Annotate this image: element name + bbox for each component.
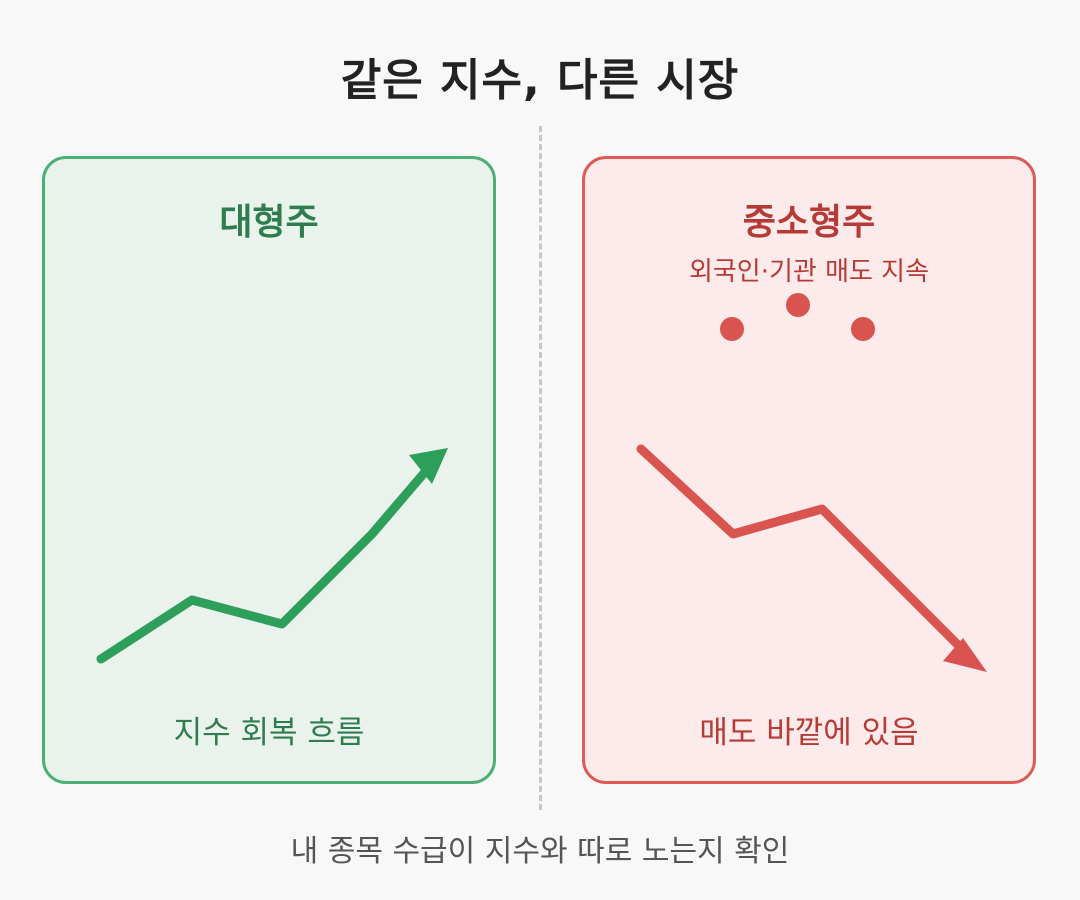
small-mid-cap-subtitle: 외국인·기관 매도 지속: [688, 257, 930, 287]
page-title: 같은 지수, 다른 시장: [340, 55, 740, 106]
small-mid-cap-title: 중소형주: [742, 202, 876, 243]
large-cap-panel: 대형주 지수 회복 흐름: [42, 156, 496, 784]
large-cap-title: 대형주: [219, 202, 319, 243]
footer-note: 내 종목 수급이 지수와 따로 노는지 확인: [290, 834, 790, 869]
center-divider: [539, 126, 542, 810]
small-mid-cap-panel: 중소형주 외국인·기관 매도 지속 매도 바깥에 있음: [582, 156, 1036, 784]
small-mid-cap-caption: 매도 바깥에 있음: [699, 715, 919, 751]
large-cap-caption: 지수 회복 흐름: [173, 715, 365, 751]
